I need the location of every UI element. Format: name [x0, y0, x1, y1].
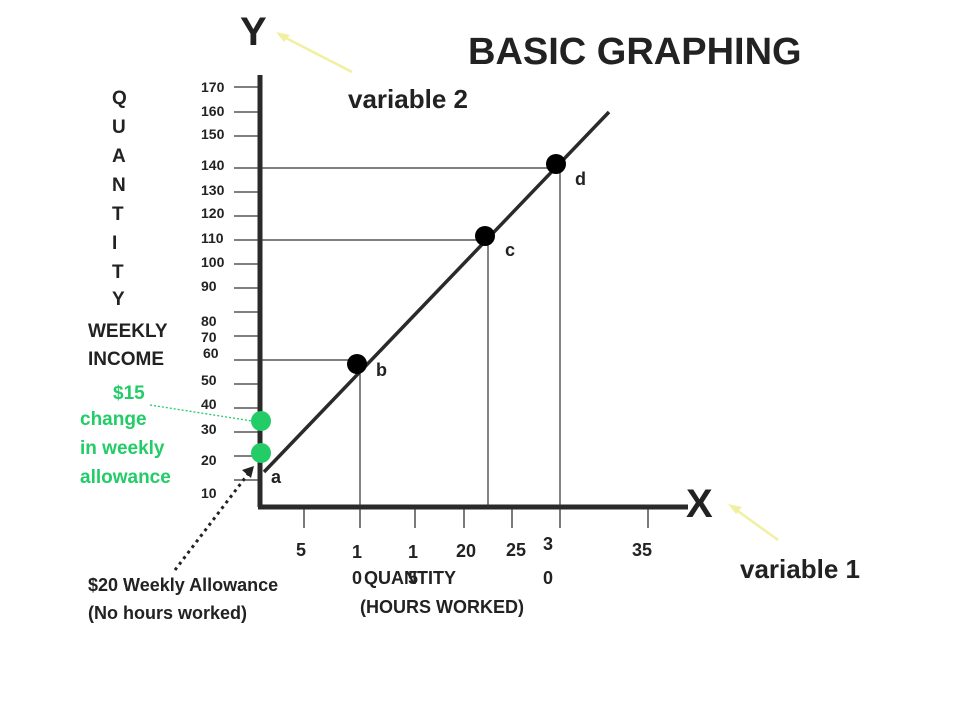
allowance-pointer-line [173, 473, 250, 571]
y-vertical-letter: I [112, 233, 117, 254]
y-tick-label: 90 [201, 278, 217, 294]
x-tick-label: 25 [506, 540, 526, 560]
x-tick-label: 1 [352, 542, 362, 562]
point-b-marker [347, 354, 367, 374]
point-d-label: d [575, 169, 586, 189]
y-tick-label: 80 [201, 313, 217, 329]
x-tick-label: 0 [543, 568, 553, 588]
change-text-line2: in weekly [80, 438, 165, 459]
x-tick-label: 35 [632, 540, 652, 560]
y-tick-label: 40 [201, 396, 217, 412]
weekly-income-label-line2: INCOME [88, 349, 164, 370]
y-tick-label: 70 [201, 329, 217, 345]
y-tick-label: 30 [201, 421, 217, 437]
y-tick-label: 150 [201, 126, 225, 142]
x-axis-letter: X [686, 482, 713, 526]
y-vertical-letter: T [112, 262, 124, 283]
y-vertical-letter: Y [112, 289, 125, 310]
y-vertical-letter: T [112, 204, 124, 225]
change-pointer-line [149, 404, 253, 422]
change-highlight-marker [251, 411, 271, 431]
x-axis-label-line2: (HOURS WORKED) [360, 597, 524, 617]
x-tick-label: 20 [456, 541, 476, 561]
y-vertical-letter: U [112, 117, 126, 138]
x-tick-labels: 5 1 0 1 5 20 25 3 0 35 [296, 534, 652, 588]
y-vertical-letter: N [112, 175, 126, 196]
x-callout-arrow [734, 507, 779, 542]
y-tick-label: 140 [201, 157, 225, 173]
x-tick-label: 3 [543, 534, 553, 554]
change-amount-label: $15 [113, 383, 145, 404]
y-tick-marks [234, 86, 258, 481]
y-tick-label: 170 [201, 79, 225, 95]
change-text-line1: change [80, 409, 147, 430]
x-tick-label: 5 [408, 568, 418, 588]
y-axis-callout: variable 2 [348, 84, 468, 114]
x-tick-label: 1 [408, 542, 418, 562]
y-vertical-label: Q U A N T I T Y [112, 88, 127, 310]
y-tick-label: 120 [201, 205, 225, 221]
y-axis-letter: Y [240, 10, 267, 54]
point-c-label: c [505, 240, 515, 260]
guide-lines [260, 167, 561, 507]
y-callout-arrow [281, 34, 353, 74]
allowance-pointer-arrowhead [242, 466, 254, 478]
x-callout-arrowhead [728, 504, 742, 514]
y-tick-label: 160 [201, 103, 225, 119]
y-vertical-letter: A [112, 146, 126, 167]
point-b-label: b [376, 360, 387, 380]
x-axis-label-line1: QUANTITY [364, 568, 456, 588]
allowance-text-line2: (No hours worked) [88, 603, 247, 623]
x-tick-label: 0 [352, 568, 362, 588]
y-tick-label: 130 [201, 182, 225, 198]
point-a-label: a [271, 467, 282, 487]
y-tick-label: 110 [201, 230, 224, 246]
y-vertical-letter: Q [112, 88, 127, 109]
change-text-line3: allowance [80, 467, 171, 488]
x-tick-label: 5 [296, 540, 306, 560]
allowance-text-line1: $20 Weekly Allowance [88, 575, 278, 595]
x-tick-marks [303, 509, 649, 528]
slide-title: BASIC GRAPHING [468, 31, 802, 73]
weekly-income-label-line1: WEEKLY [88, 321, 168, 342]
y-callout-arrowhead [276, 32, 290, 42]
y-tick-labels: 170 160 150 140 130 120 110 100 90 80 70… [201, 79, 225, 501]
y-tick-label: 60 [203, 345, 219, 361]
y-tick-label: 50 [201, 372, 217, 388]
allowance-highlight-marker [251, 443, 271, 463]
y-tick-label: 100 [201, 254, 225, 270]
point-c-marker [475, 226, 495, 246]
y-tick-label: 20 [201, 452, 217, 468]
x-axis-callout: variable 1 [740, 554, 860, 584]
point-d-marker [546, 154, 566, 174]
y-tick-label: 10 [201, 485, 217, 501]
